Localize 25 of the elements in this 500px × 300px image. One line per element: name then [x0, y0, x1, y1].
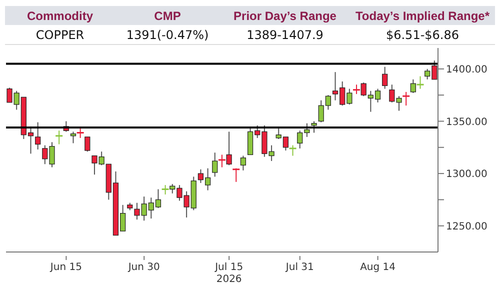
- y-tick-label: 1350.00: [446, 116, 488, 128]
- candlestick: [240, 155, 246, 171]
- text: Today’s Implied Range*: [354, 8, 491, 22]
- candlestick: [35, 122, 41, 150]
- text: 1391(-0.47%): [125, 28, 210, 42]
- y-tick-label: 1400.00: [446, 64, 488, 76]
- candlestick: [70, 131, 76, 144]
- candlestick: [382, 66, 388, 90]
- x-tick-label: Jul 31: [284, 262, 314, 273]
- y-tick-label: 1250.00: [446, 221, 488, 232]
- candlestick: [84, 136, 90, 152]
- text: CMP: [153, 8, 182, 22]
- x-tick-label: Jun 15: [49, 262, 82, 273]
- text: Commodity: [26, 8, 94, 22]
- text: COPPER: [34, 28, 86, 42]
- text: Prior Day’s Range: [232, 8, 338, 22]
- text: 2026: [216, 274, 242, 285]
- text: 1389-1407.9: [246, 28, 324, 42]
- candlestick: [212, 152, 218, 178]
- x-tick-label: Aug 14: [360, 262, 396, 273]
- x-tick-label: Jul 15: [214, 262, 244, 273]
- candlestick: [311, 120, 317, 134]
- text: $6.51-$6.86: [384, 28, 460, 42]
- y-tick-label: 1300.00: [446, 169, 488, 180]
- x-tick-label: Jun 30: [127, 262, 160, 273]
